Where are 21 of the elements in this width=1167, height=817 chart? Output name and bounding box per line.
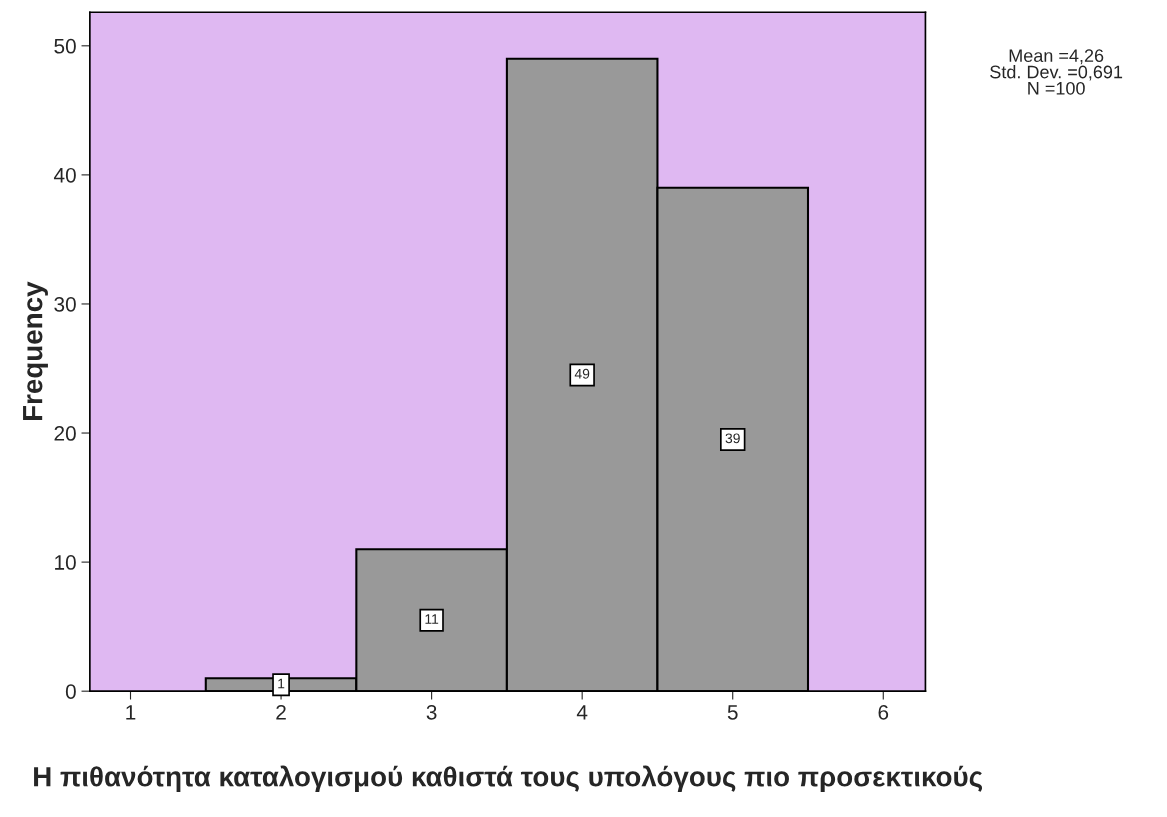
data-label: 11 bbox=[425, 614, 439, 624]
y-tick-label: 40 bbox=[53, 167, 76, 183]
x-tick-label: 5 bbox=[727, 705, 738, 720]
data-label: 39 bbox=[725, 433, 740, 444]
x-tick-label: 2 bbox=[276, 704, 286, 720]
x-tick-label: 6 bbox=[878, 704, 889, 720]
text: Std. Dev. =0,691 bbox=[990, 65, 1123, 81]
text: Mean =4,26 bbox=[1009, 49, 1104, 65]
y-axis-title: Frequency bbox=[23, 281, 48, 421]
y-tick-label: 30 bbox=[54, 296, 76, 312]
text: N =100 bbox=[1028, 81, 1085, 95]
x-tick-label: 3 bbox=[426, 704, 437, 720]
x-tick-label: 1 bbox=[126, 705, 136, 720]
x-axis-title: Η πιθανότητα καταλογισμού καθιστά τους υπολόγους πιο προσεκτικούς bbox=[34, 765, 983, 793]
x-tick-label: 4 bbox=[576, 705, 588, 720]
y-tick-label: 0 bbox=[65, 684, 76, 699]
y-tick-label: 20 bbox=[54, 426, 76, 441]
y-tick-label: 10 bbox=[55, 555, 76, 570]
y-tick-label: 50 bbox=[54, 38, 76, 54]
data-label: 49 bbox=[574, 368, 590, 379]
data-label: 1 bbox=[278, 678, 285, 689]
